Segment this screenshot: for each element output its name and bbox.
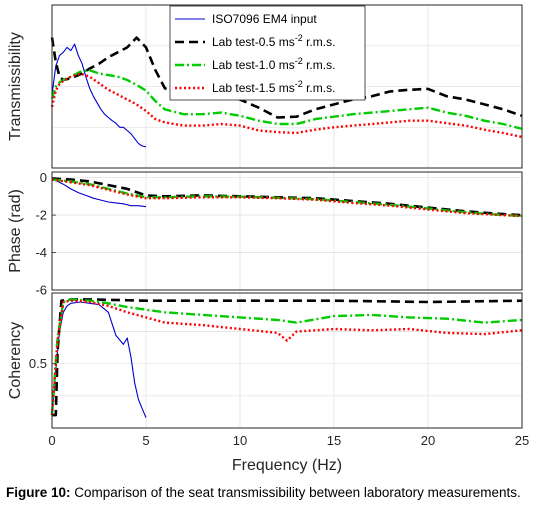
series-line-1 (51, 178, 147, 208)
legend-label: Lab test-1.0 ms-2 r.m.s. (212, 56, 335, 72)
axes-frame (51, 171, 523, 291)
series-line-3 (50, 69, 523, 131)
x-tick-label: 10 (233, 433, 247, 448)
x-tick-label: 0 (48, 433, 55, 448)
series-line-1 (51, 43, 147, 148)
series-line-4 (51, 178, 523, 218)
series-line-3 (50, 298, 523, 416)
y-tick-label: 0.5 (29, 356, 47, 371)
legend-label: Lab test-0.5 ms-2 r.m.s. (212, 33, 335, 49)
series-line-4 (50, 72, 523, 139)
legend-box (169, 5, 366, 101)
y-tick-label: -6 (35, 283, 47, 298)
axes-frame (51, 292, 523, 429)
y-axis-label: Transmissibility (7, 32, 24, 141)
legend-label: ISO7096 EM4 input (212, 12, 317, 26)
panel-bottom: 0.5 0 5 10 15 20 25 Coherency Frequency (Hz) (7, 292, 529, 474)
plot-area (52, 293, 522, 428)
panel-top: Transmissibility ISO7096 EM4 input Lab tes… (7, 4, 523, 169)
x-tick-label: 15 (327, 433, 341, 448)
panel-middle: 0 -2 -4 -6 Phase (rad) (7, 170, 523, 298)
y-tick-label: -2 (35, 208, 47, 223)
series-line-2 (52, 298, 523, 417)
axes-frame (51, 4, 523, 169)
y-axis-label: Phase (rad) (7, 189, 24, 273)
x-tick-label: 20 (421, 433, 435, 448)
figure-caption: Figure 10: Comparison of the seat transm… (6, 484, 534, 501)
legend-label: Lab test-1.5 ms-2 r.m.s. (212, 79, 335, 95)
caption-label: Figure 10: (6, 485, 71, 500)
legend: ISO7096 EM4 input Lab test-0.5 ms-2 r.m.s… (169, 5, 366, 101)
series-line-4 (50, 299, 523, 416)
x-tick-label: 25 (515, 433, 529, 448)
x-tick-label: 5 (142, 433, 149, 448)
series-line-1 (51, 301, 147, 418)
figure: Transmissibility ISO7096 EM4 input Lab tes… (7, 4, 529, 474)
y-tick-label: 0 (40, 170, 47, 185)
y-axis-label: Coherency (7, 322, 24, 399)
y-tick-label: -4 (35, 245, 47, 260)
plot-area (52, 172, 522, 290)
caption-text: Comparison of the seat transmissibility … (70, 485, 521, 500)
x-axis-label: Frequency (Hz) (232, 457, 342, 474)
